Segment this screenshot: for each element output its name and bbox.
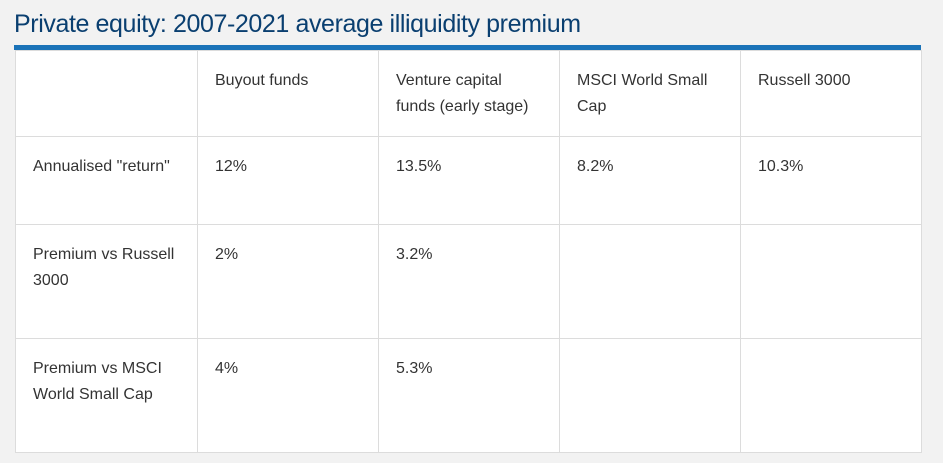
table-header-row: Buyout funds Venture capital funds (earl… [15, 50, 922, 137]
row-label: Annualised "return" [15, 136, 198, 225]
header-cell-empty [15, 50, 198, 137]
table-cell [559, 338, 741, 453]
table-row: Premium vs MSCI World Small Cap 4% 5.3% [15, 338, 922, 453]
table-cell: 13.5% [378, 136, 560, 225]
table-row: Premium vs Russell 3000 2% 3.2% [15, 224, 922, 339]
table-cell: 12% [197, 136, 379, 225]
table-cell: 8.2% [559, 136, 741, 225]
header-cell-venture-capital: Venture capital funds (early stage) [378, 50, 560, 137]
page-title: Private equity: 2007-2021 average illiqu… [14, 10, 581, 38]
table-row: Annualised "return" 12% 13.5% 8.2% 10.3% [15, 136, 922, 225]
table-cell: 5.3% [378, 338, 560, 453]
row-label: Premium vs Russell 3000 [15, 224, 198, 339]
row-label: Premium vs MSCI World Small Cap [15, 338, 198, 453]
title-underline [14, 45, 921, 50]
table-cell: 3.2% [378, 224, 560, 339]
header-cell-buyout-funds: Buyout funds [197, 50, 379, 137]
table-cell [740, 338, 922, 453]
table-cell: 10.3% [740, 136, 922, 225]
table-cell [740, 224, 922, 339]
table-cell [559, 224, 741, 339]
header-cell-msci-world-small-cap: MSCI World Small Cap [559, 50, 741, 137]
table-cell: 2% [197, 224, 379, 339]
premium-table: Buyout funds Venture capital funds (earl… [15, 50, 922, 453]
header-cell-russell-3000: Russell 3000 [740, 50, 922, 137]
table-cell: 4% [197, 338, 379, 453]
